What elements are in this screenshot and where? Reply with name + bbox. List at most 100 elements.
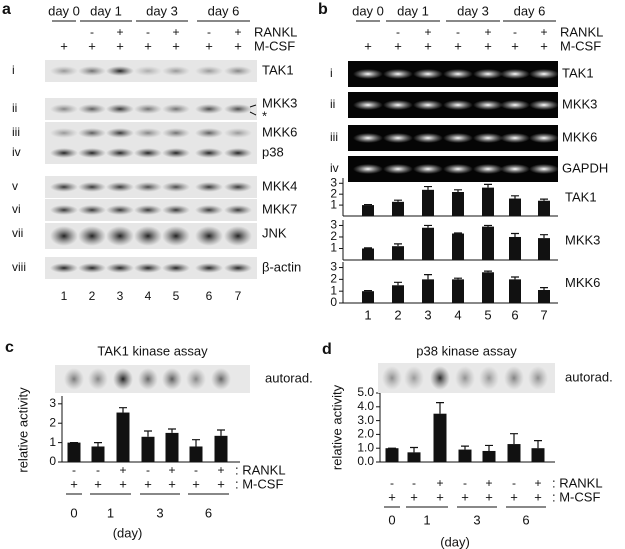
- band: [195, 263, 223, 273]
- row-label: GAPDH: [562, 160, 608, 175]
- row-label: β-actin: [262, 259, 301, 274]
- mcsf-sign: +: [540, 38, 548, 53]
- band: [195, 205, 223, 215]
- error-bar: [454, 232, 462, 234]
- rankl-sign: -: [96, 463, 100, 477]
- y-tick-label: 1: [330, 241, 337, 255]
- gel-band: [500, 100, 530, 110]
- mcsf-sign: +: [217, 476, 225, 491]
- rule: [249, 104, 257, 108]
- band: [195, 148, 223, 158]
- y-tick-label: 1: [49, 435, 56, 449]
- band: [50, 205, 78, 215]
- rankl-sign: +: [217, 463, 224, 477]
- row-label: MKK4: [262, 178, 297, 193]
- row-numeral: iii: [12, 125, 20, 139]
- bar: [116, 412, 130, 462]
- rankl-sign: -: [90, 25, 94, 39]
- band: [404, 366, 424, 390]
- y-tick-label: 2: [330, 229, 337, 243]
- error-bar: [540, 198, 548, 201]
- x-tick-label: 4: [454, 307, 461, 322]
- band: [78, 148, 106, 158]
- lane-number: 3: [117, 289, 124, 303]
- day-label: day 3: [146, 3, 178, 18]
- gel-band: [529, 164, 559, 174]
- mcsf-sign: +: [119, 476, 127, 491]
- rankl-sign: +: [436, 476, 443, 490]
- x-tick-label: 3: [424, 307, 431, 322]
- blot-label: autorad.: [265, 370, 313, 385]
- error-bar: [364, 247, 372, 249]
- chart-label: MKK6: [565, 275, 600, 290]
- chart-label: TAK1: [565, 189, 597, 204]
- row-numeral: i: [12, 63, 15, 77]
- y-axis-label: relative activity: [15, 387, 30, 473]
- rankl-sign: +: [116, 25, 123, 39]
- day-label: day 0: [352, 3, 384, 18]
- bar: [452, 192, 464, 216]
- mcsf-label: M-CSF: [254, 38, 295, 53]
- lane-number: 1: [61, 289, 68, 303]
- bar: [509, 198, 521, 216]
- band: [50, 104, 78, 114]
- gel-band: [353, 164, 383, 174]
- day-label: 0: [70, 505, 77, 520]
- panel-letter: b: [318, 1, 328, 18]
- gel-band: [473, 133, 503, 143]
- rankl-sign: -: [72, 463, 76, 477]
- day-label: day 1: [397, 3, 429, 18]
- mcsf-sign: +: [364, 38, 372, 53]
- error-bar: [540, 234, 548, 239]
- gel-band: [443, 100, 473, 110]
- rankl-sign: -: [194, 463, 198, 477]
- error-bar: [394, 243, 402, 247]
- mcsf-sign: +: [144, 38, 152, 53]
- rankl-label: RANKL: [254, 24, 297, 39]
- band: [162, 148, 190, 158]
- band: [106, 205, 134, 215]
- x-tick-label: 6: [511, 307, 518, 322]
- day-label: day 6: [208, 3, 240, 18]
- row-numeral: vi: [12, 202, 21, 216]
- mcsf-sign: +: [388, 489, 396, 504]
- bar: [507, 444, 521, 462]
- bar: [214, 435, 228, 462]
- bar: [482, 226, 494, 260]
- gel-band: [529, 69, 559, 79]
- rankl-label: : RANKL: [552, 475, 603, 490]
- mcsf-label: : M-CSF: [235, 476, 283, 491]
- lane-number: 5: [173, 289, 180, 303]
- band: [64, 368, 84, 390]
- band: [224, 226, 252, 246]
- mcsf-sign: +: [88, 38, 96, 53]
- rule: [249, 111, 257, 116]
- y-tick-label: 5.0: [357, 385, 374, 399]
- rankl-sign: +: [172, 25, 179, 39]
- error-bar: [511, 195, 519, 199]
- band: [106, 148, 134, 158]
- band: [162, 205, 190, 215]
- gel-band: [500, 69, 530, 79]
- bar: [458, 449, 472, 462]
- rankl-sign: -: [513, 25, 517, 39]
- band: [479, 366, 499, 390]
- band: [113, 368, 133, 390]
- bar: [392, 246, 404, 260]
- mcsf-sign: +: [511, 38, 519, 53]
- bar: [141, 436, 155, 462]
- row-numeral: vii: [12, 226, 23, 240]
- band: [78, 205, 106, 215]
- band: [195, 226, 223, 246]
- gel-band: [500, 133, 530, 143]
- gel-band: [353, 69, 383, 79]
- rankl-sign: -: [412, 476, 416, 490]
- error-bar: [485, 444, 493, 451]
- mcsf-sign: +: [394, 38, 402, 53]
- day-label: day 1: [90, 3, 122, 18]
- error-bar: [394, 199, 402, 202]
- bar: [362, 291, 374, 303]
- band: [50, 263, 78, 273]
- day-label: day 3: [457, 3, 489, 18]
- day-label: 6: [205, 505, 212, 520]
